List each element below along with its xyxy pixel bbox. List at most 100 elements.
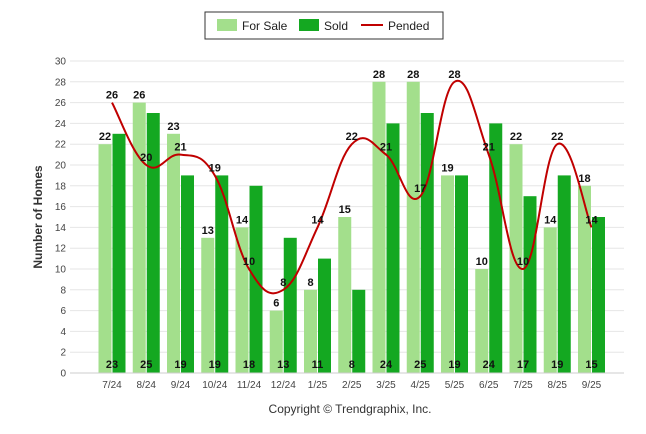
- data-label-sold: 17: [517, 359, 529, 371]
- data-label-sold: 25: [414, 359, 426, 371]
- bar-for-sale: [406, 81, 420, 374]
- bar-for-sale: [167, 133, 180, 373]
- data-label-for-sale: 8: [307, 277, 313, 289]
- data-label-pended: 22: [551, 131, 563, 143]
- legend-frame: [204, 11, 444, 40]
- x-tick-label: 3/25: [376, 380, 396, 391]
- bar-sold: [523, 196, 537, 373]
- y-tick-label: 28: [55, 77, 67, 88]
- legend-swatch-sold: [299, 19, 319, 31]
- bar-sold: [420, 113, 434, 373]
- data-label-pended: 14: [585, 214, 598, 226]
- x-tick-label: 7/25: [513, 380, 533, 391]
- data-label-sold: 8: [349, 359, 355, 371]
- data-label-for-sale: 15: [339, 204, 351, 216]
- y-tick-label: 10: [55, 265, 67, 276]
- data-label-for-sale: 23: [167, 121, 179, 133]
- data-label-sold: 19: [551, 359, 563, 371]
- bar-sold: [386, 123, 400, 374]
- bar-for-sale: [578, 185, 591, 373]
- bar-sold: [455, 175, 468, 373]
- data-label-for-sale: 19: [441, 162, 453, 174]
- data-label-sold: 11: [312, 359, 324, 371]
- data-label-pended: 20: [140, 152, 152, 164]
- data-label-for-sale: 26: [133, 90, 145, 102]
- data-label-for-sale: 22: [510, 131, 522, 143]
- y-tick-label: 0: [60, 369, 66, 380]
- bar-sold: [557, 175, 571, 373]
- y-axis-title: Number of Homes: [31, 165, 45, 269]
- data-label-pended: 22: [346, 131, 358, 143]
- legend-label-for-sale: For Sale: [242, 19, 288, 33]
- data-label-pended: 28: [448, 69, 460, 81]
- x-tick-label: 4/25: [411, 380, 431, 391]
- data-label-pended: 21: [483, 142, 495, 154]
- data-label-for-sale: 14: [544, 214, 557, 226]
- data-label-sold: 19: [174, 359, 186, 371]
- bar-for-sale: [509, 144, 523, 373]
- x-axis-ticks: 7/24 8/24 9/24 10/24 11/24 12/24 1/25 2/25 3/25 4…: [102, 380, 601, 391]
- pended-line: [111, 79, 593, 295]
- x-tick-label: 11/24: [237, 380, 262, 391]
- data-label-for-sale: 28: [373, 69, 385, 81]
- data-label-sold: 24: [380, 359, 393, 371]
- bar-for-sale: [98, 144, 112, 373]
- y-tick-label: 8: [60, 285, 66, 296]
- x-tick-label: 8/24: [137, 380, 157, 391]
- data-label-pended: 19: [209, 162, 221, 174]
- data-label-pended: 10: [517, 256, 529, 268]
- bar-for-sale: [441, 175, 454, 373]
- legend-label-sold: Sold: [324, 19, 348, 33]
- y-tick-label: 4: [60, 327, 66, 338]
- bars: [98, 81, 605, 374]
- data-label-sold: 18: [243, 359, 255, 371]
- bar-for-sale: [372, 81, 386, 374]
- data-labels: 22 23 26 25 23 19 13 19 14 18 6 13 8 11 15 8 28 24 28 25 19 1…: [99, 69, 599, 371]
- legend-swatch-for-sale: [217, 19, 237, 31]
- data-label-pended: 17: [414, 183, 426, 195]
- y-tick-label: 2: [60, 348, 66, 359]
- bar-sold: [215, 175, 229, 373]
- bar-for-sale: [304, 289, 317, 373]
- x-tick-label: 12/24: [271, 380, 296, 391]
- data-label-for-sale: 22: [99, 131, 111, 143]
- data-label-for-sale: 13: [202, 225, 214, 237]
- data-label-pended: 10: [243, 256, 255, 268]
- data-label-for-sale: 6: [273, 298, 279, 310]
- bar-for-sale: [132, 102, 146, 373]
- bar-sold: [112, 133, 126, 373]
- bar-for-sale: [475, 269, 489, 373]
- y-tick-label: 6: [60, 306, 66, 317]
- bar-for-sale: [338, 217, 352, 373]
- legend-label-pended: Pended: [388, 19, 429, 33]
- y-tick-label: 30: [55, 57, 67, 68]
- x-tick-label: 5/25: [445, 380, 465, 391]
- data-label-pended: 21: [380, 142, 392, 154]
- x-tick-label: 10/24: [202, 380, 227, 391]
- y-tick-label: 20: [55, 161, 67, 172]
- bar-for-sale: [543, 227, 557, 373]
- data-label-sold: 19: [448, 359, 460, 371]
- copyright-text: Copyright © Trendgraphix, Inc.: [269, 402, 432, 416]
- data-label-for-sale: 10: [476, 256, 488, 268]
- data-label-sold: 24: [483, 359, 496, 371]
- bar-sold: [489, 123, 503, 374]
- x-tick-label: 9/24: [171, 380, 191, 391]
- y-tick-label: 16: [55, 202, 67, 213]
- x-tick-label: 6/25: [479, 380, 499, 391]
- bar-sold: [318, 258, 331, 373]
- bar-sold: [181, 175, 194, 373]
- data-label-for-sale: 14: [236, 214, 249, 226]
- data-label-for-sale: 28: [407, 69, 419, 81]
- data-label-sold: 23: [106, 359, 118, 371]
- x-tick-label: 1/25: [308, 380, 328, 391]
- bar-for-sale: [269, 310, 283, 373]
- data-label-sold: 15: [585, 359, 597, 371]
- y-tick-label: 22: [55, 140, 67, 151]
- x-tick-label: 7/24: [102, 380, 122, 391]
- data-label-pended: 21: [174, 142, 186, 154]
- bar-for-sale: [235, 227, 249, 373]
- bar-sold: [146, 113, 160, 373]
